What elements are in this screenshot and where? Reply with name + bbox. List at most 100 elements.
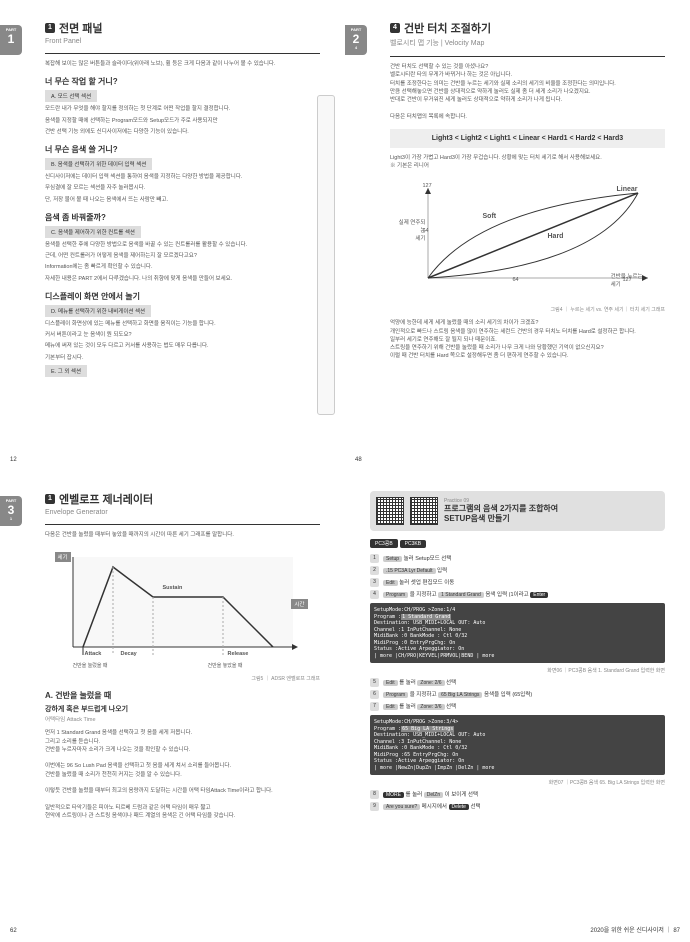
lcd-screen-2: SetupMode:CH/PROG >Zone:3/4>Program :65 …: [370, 715, 665, 775]
step-row: 8 MORE 를 눌러 DelZn 이 보이게 선택: [370, 790, 665, 799]
step-number: 4: [370, 590, 379, 599]
curve-linear: Linear: [616, 186, 637, 193]
part-num: 2: [345, 33, 367, 45]
section-sub: 강하게 혹은 부드럽게 나오기: [45, 704, 320, 714]
section-head: 음색 좀 바꿔줄까?: [45, 212, 320, 223]
part-badge: PART 2 4: [345, 25, 367, 55]
title-ko: 엔벨로프 제너레이터: [59, 491, 153, 507]
intro-text: 복잡해 보이는 많은 버튼들과 슬라이더(위아래 노브), 휠 등은 크게 다음…: [45, 60, 320, 68]
section-body: 건반 선택 기능 외에도 신디사이저에는 다양한 기능이 있습니다.: [45, 128, 320, 136]
section-head: A. 건반을 눌렀을 때: [45, 690, 320, 701]
step-row: 7 Edit 를 눌러 Zone: 3/6 선택: [370, 702, 665, 711]
step-number: 3: [370, 578, 379, 587]
y-axis-label: 실제 연주되는세기: [398, 218, 426, 242]
touch-map-box: Light3 < Light2 < Light1 < Linear < Hard…: [390, 129, 665, 148]
part-badge: PART 3 1: [0, 496, 22, 526]
step-text: Edit 를 눌러 Zone: 2/6 선택: [383, 678, 456, 686]
practice-title: 프로그램의 음색 2가지를 조합하여SETUP음색 만들기: [444, 504, 659, 525]
graph-caption: 그림4 ｜ 누르는 세기 vs. 연주 세기｜ 터치 세기 그래프: [390, 306, 665, 313]
section-head: 너 무슨 음색 쓸 거니?: [45, 144, 320, 155]
part-num: 3: [0, 504, 22, 516]
step-row: 6Program 을 지정하고 65 Big LA Strings 음색을 입력…: [370, 690, 665, 699]
page-number: 62: [10, 928, 17, 934]
section-body: 디스플레이 화면상에 있는 메뉴를 선택하고 화면을 움직이는 기능을 합니다.: [45, 320, 320, 328]
y-label: 세기: [55, 552, 71, 562]
page-envelope: PART 3 1 1 엔벨로프 제너레이터 Envelope Generator…: [0, 471, 345, 942]
lcd-screen-1: SetupMode:CH/PROG >Zone:1/4Program :1 St…: [370, 603, 665, 663]
y-mid: 64: [423, 228, 429, 234]
step-row: 4 Program 을 지정하고 1 Standard Grand 음색 입력 (…: [370, 590, 665, 599]
section-body: 커서 버튼이라고 눈 음색이 뭔 되도요?: [45, 331, 320, 339]
step-number: 8: [370, 790, 379, 799]
x-label: 시간: [291, 599, 307, 609]
x-mid: 64: [513, 277, 519, 283]
step-text: Program 을 지정하고 1 Standard Grand 음색 입력 (1…: [383, 590, 548, 598]
part-badge: PART 1: [0, 25, 22, 55]
title-number: 4: [390, 23, 400, 33]
lcd-row: | more |CH/PRO|KEYVEL|PRMVOL|BEND | more: [374, 653, 661, 660]
graph-caption: 그림5 ｜ ADSR 엔벨로프 그래프: [45, 675, 320, 682]
curve-hard: Hard: [548, 233, 564, 240]
section-body: 모드란 내가 무엇을 해야 할지를 정의하는 첫 단계로 어떤 작업을 할지 결…: [45, 105, 320, 113]
adsr-graph: 세기 시간 Attack Decay Sustain Release 건반을 눌…: [53, 547, 313, 667]
part-sub: 1: [10, 516, 12, 521]
page-practice: Practice 09 프로그램의 음색 2가지를 조합하여SETUP음색 만들…: [345, 471, 690, 942]
stage-decay: Decay: [121, 651, 137, 657]
curve-soft: Soft: [483, 213, 497, 220]
part-sub: 4: [355, 45, 357, 50]
title-row: 1 엔벨로프 제너레이터: [45, 491, 320, 507]
step-number: 7: [370, 702, 379, 711]
stage-release: Release: [228, 651, 249, 657]
title-ko: 건반 터치 조절하기: [404, 20, 491, 36]
section-box: E. 그 외 섹션: [45, 365, 87, 377]
title-row: 4 건반 터치 조절하기: [390, 20, 665, 36]
section-head: 너 무슨 작업 할 거니?: [45, 76, 320, 87]
section-body: Information에는 좀 빠르게 확인할 수 있습니다.: [45, 263, 320, 271]
step-row: 2.15 PC3A Lyr Default 입력: [370, 566, 665, 575]
qr-code-icon: [376, 497, 404, 525]
step-row: 5Edit 를 눌러 Zone: 2/6 선택: [370, 678, 665, 687]
section-body: 무심결에 잘 모르는 섹션을 자주 눌러봅시다.: [45, 184, 320, 192]
velocity-graph: 실제 연주되는세기 건반을 누르는세기 127 64 64 127 Soft L…: [398, 178, 658, 298]
section-body: 자세한 내용은 PART 2에서 다루겠습니다. 나의 취향에 맞게 음색을 만…: [45, 275, 320, 283]
step-number: 9: [370, 802, 379, 811]
model-tags: PC3콩BPC3KB: [370, 539, 665, 548]
part-num: 1: [0, 33, 22, 45]
page-number: 2020을 위한 쉬운 신디사이저 ｜ 87: [590, 925, 680, 934]
step-number: 2: [370, 566, 379, 575]
title-number: 1: [45, 494, 55, 504]
page-front-panel: PART 1 1 전면 패널 Front Panel 복잡해 보이는 많은 버튼…: [0, 0, 345, 471]
model-tag: PC3KB: [400, 540, 426, 548]
lcd-caption: 화면06 ｜PC3콩B 음색 1. Standard Grand 입력한 화면: [370, 667, 665, 674]
title-row: 1 전면 패널: [45, 20, 320, 36]
step-text: MORE 를 눌러 DelZn 이 보이게 선택: [383, 790, 478, 798]
step-text: Edit 눌러 셋업 편집모드 이동: [383, 578, 454, 586]
title-en: Front Panel: [45, 38, 320, 45]
section-box: D. 메뉴를 선택하기 위한 내비게이션 섹션: [45, 305, 151, 317]
section-box: B. 음색을 선택하기 위한 데이터 입력 섹션: [45, 158, 152, 170]
page-number: 12: [10, 457, 17, 463]
step-row: 9Are you sure? 메시지에서 Delete 선택: [370, 802, 665, 811]
foot-right: 건반을 놓았을 때: [208, 662, 243, 669]
intro-text: 다음은 건반을 눌렀을 때부터 놓았을 때까지의 시간이 따른 세기 그래프를 …: [45, 531, 320, 539]
practice-header: Practice 09 프로그램의 음색 2가지를 조합하여SETUP음색 만들…: [370, 491, 665, 531]
title-ko: 전면 패널: [59, 20, 103, 36]
title-en: 벨로시티 맵 기능 | Velocity Map: [390, 38, 665, 48]
page-number: 48: [355, 457, 362, 463]
section-box: C. 음색을 제어하기 위한 컨트롤 섹션: [45, 226, 141, 238]
section-body: 단, 저장 물어 볼 때 나오는 음색에서 뜨는 사람만 빼고.: [45, 196, 320, 204]
stage-sustain: Sustain: [163, 585, 183, 591]
step-text: Edit 를 눌러 Zone: 3/6 선택: [383, 702, 456, 710]
step-text: Program 을 지정하고 65 Big LA Strings 음색을 입력 …: [383, 690, 532, 698]
y-max: 127: [423, 183, 432, 189]
section-body: 음색을 선택한 후에 다양한 방법으로 음색을 바꿀 수 있는 컨트롤러를 활용…: [45, 241, 320, 249]
section-body: 근데, 어떤 컨트롤러가 어떻게 음색을 제어하는지 잘 모르겠다고요?: [45, 252, 320, 260]
section-body: 신디사이저에는 데이터 입력 섹션을 통하여 음색을 지정하는 다양한 방법을 …: [45, 173, 320, 181]
section-body: 메뉴에 써져 있는 것이 모두 다르고 커서를 사용하는 법도 매우 다릅니다.: [45, 342, 320, 350]
qr-code-icon: [410, 497, 438, 525]
callout-sidebar: [317, 95, 335, 415]
model-tag: PC3콩B: [370, 539, 398, 548]
section-body: 음색을 지정할 때에 선택하는 Program모드와 Setup모드가 주로 사…: [45, 117, 320, 125]
step-row: 3 Edit 눌러 셋업 편집모드 이동: [370, 578, 665, 587]
lcd-caption: 화면07 ｜PC3콩B 음색 65. Big LA Strings 입력한 화면: [370, 779, 665, 786]
